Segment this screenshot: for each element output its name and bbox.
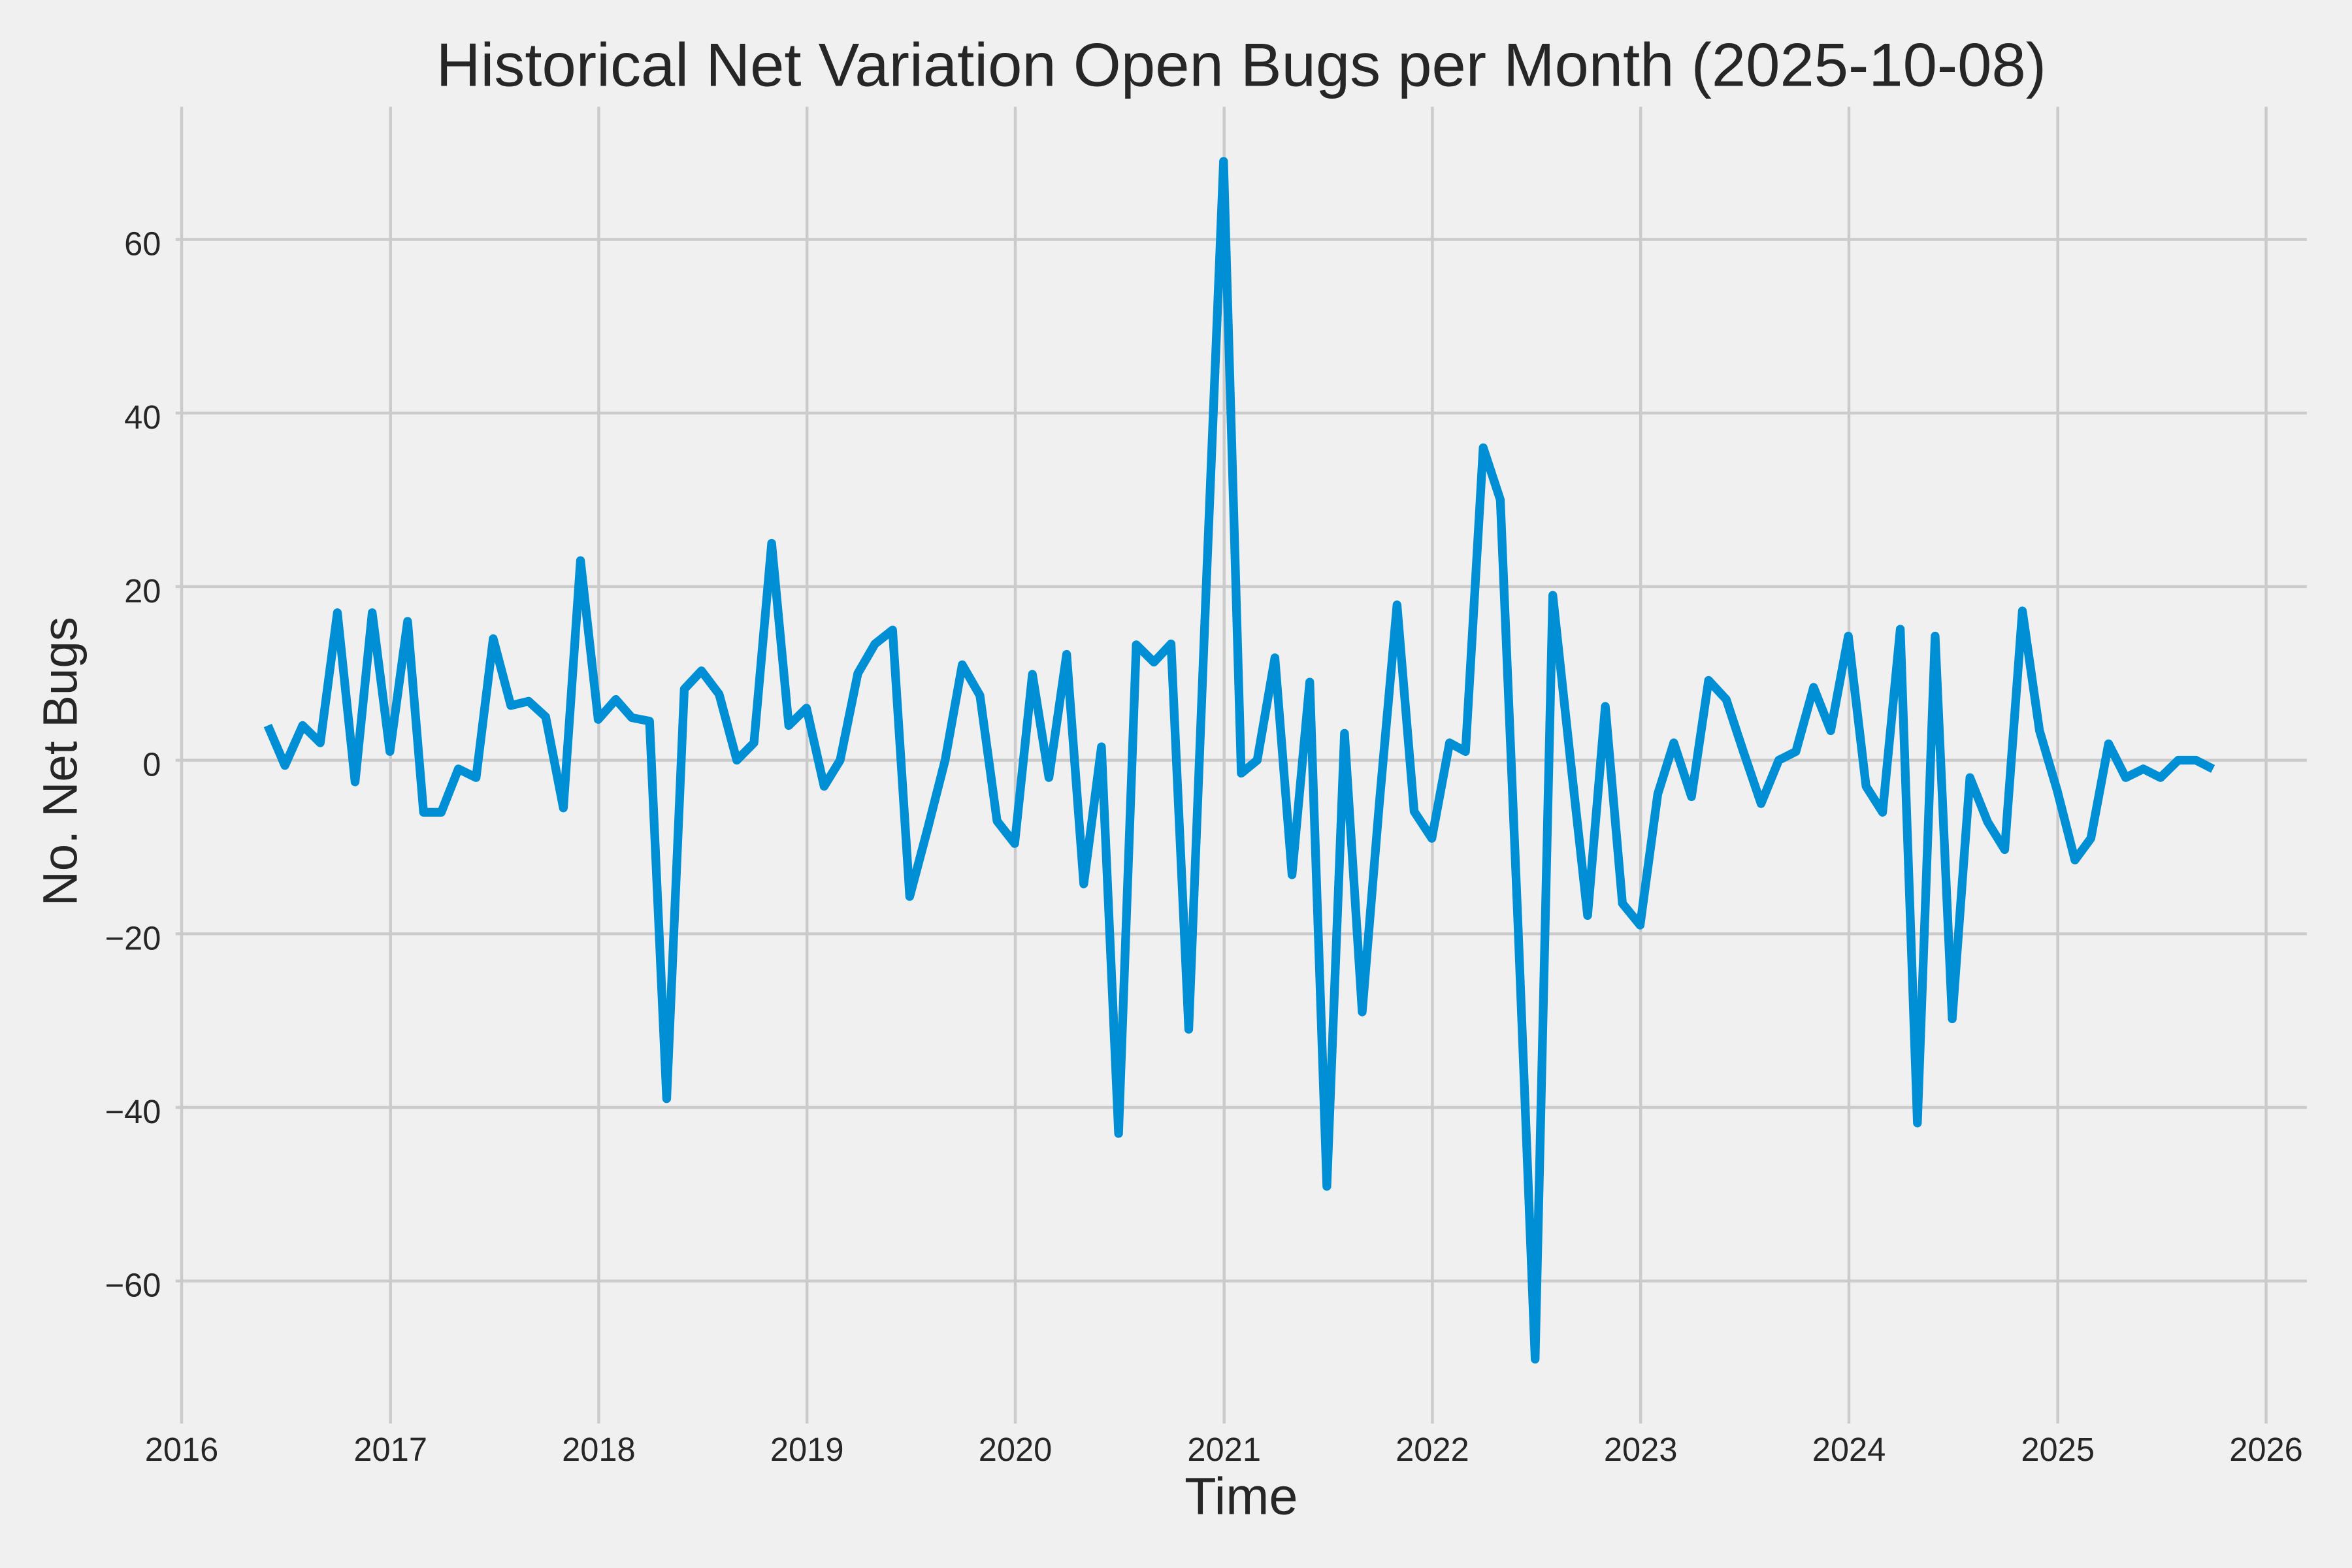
svg-text:2024: 2024 [1812,1431,1886,1468]
svg-text:−60: −60 [105,1267,161,1304]
svg-text:2018: 2018 [562,1431,636,1468]
svg-text:Time: Time [1184,1467,1298,1526]
svg-text:−20: −20 [105,919,161,956]
svg-text:60: 60 [124,225,161,263]
svg-text:2026: 2026 [2229,1431,2303,1468]
svg-text:−40: −40 [105,1093,161,1130]
svg-text:20: 20 [124,572,161,610]
svg-text:2016: 2016 [145,1431,219,1468]
svg-text:2023: 2023 [1604,1431,1678,1468]
svg-text:0: 0 [142,746,161,783]
svg-text:No. Net Bugs: No. Net Bugs [33,617,88,906]
svg-text:2019: 2019 [770,1431,844,1468]
svg-text:Historical Net Variation Open: Historical Net Variation Open Bugs per M… [436,31,2046,99]
svg-text:2020: 2020 [979,1431,1053,1468]
svg-text:2021: 2021 [1187,1431,1261,1468]
svg-text:2022: 2022 [1396,1431,1469,1468]
svg-text:2017: 2017 [353,1431,427,1468]
svg-text:2025: 2025 [2021,1431,2095,1468]
svg-text:40: 40 [124,399,161,436]
